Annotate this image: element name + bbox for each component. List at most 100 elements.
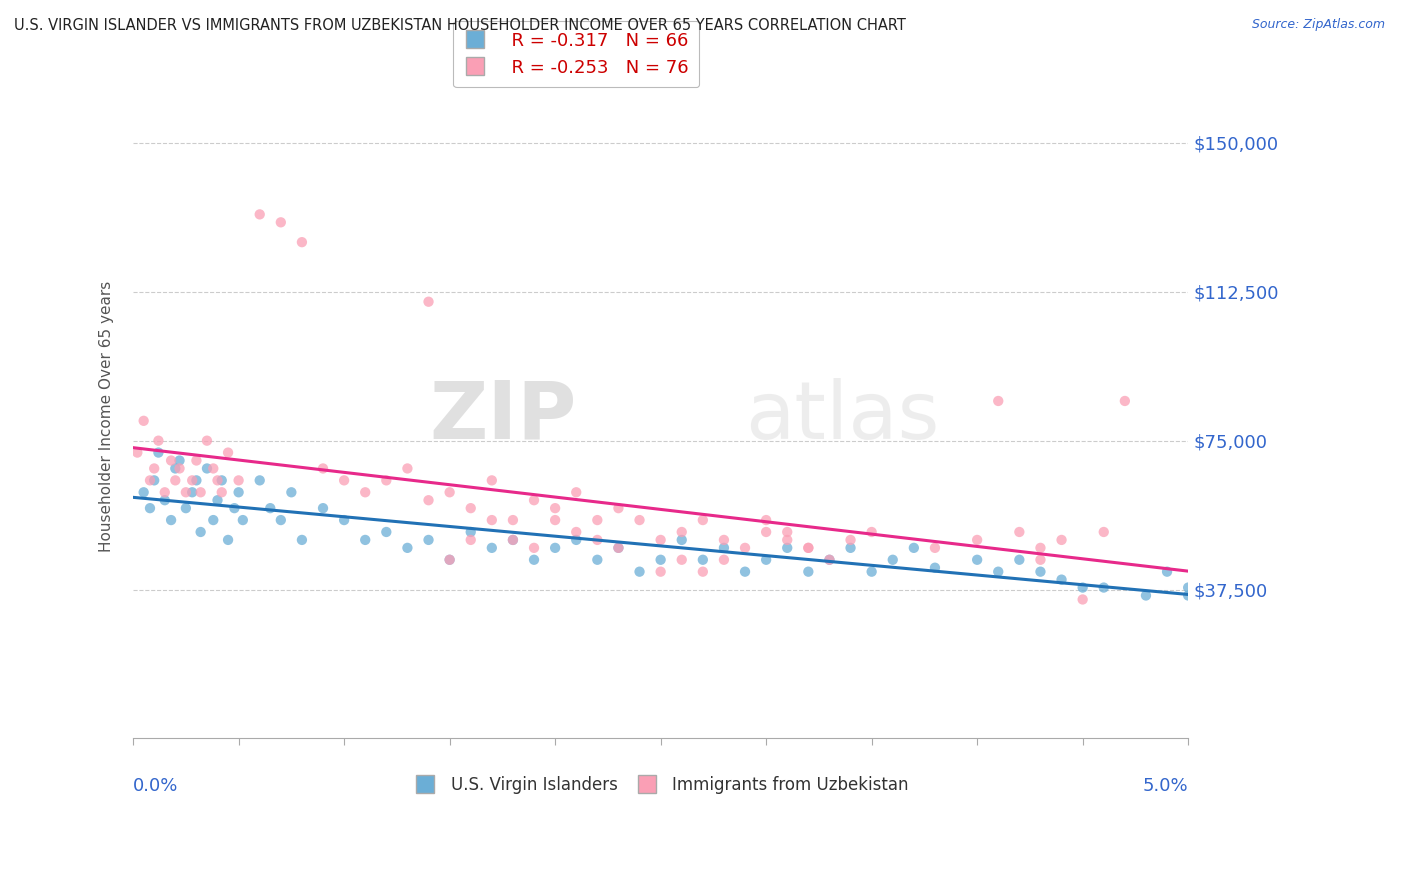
Point xyxy=(460,524,482,539)
Text: U.S. VIRGIN ISLANDER VS IMMIGRANTS FROM UZBEKISTAN HOUSEHOLDER INCOME OVER 65 YE: U.S. VIRGIN ISLANDER VS IMMIGRANTS FROM … xyxy=(14,18,905,33)
Point xyxy=(987,565,1010,579)
Point xyxy=(217,533,239,547)
Point xyxy=(692,513,714,527)
Text: Source: ZipAtlas.com: Source: ZipAtlas.com xyxy=(1251,18,1385,31)
Point xyxy=(418,533,440,547)
Point xyxy=(692,553,714,567)
Point xyxy=(207,493,229,508)
Point xyxy=(439,553,461,567)
Point xyxy=(1029,541,1052,555)
Point xyxy=(1050,573,1073,587)
Text: 0.0%: 0.0% xyxy=(134,777,179,795)
Point xyxy=(523,553,546,567)
Point xyxy=(776,541,799,555)
Point xyxy=(312,461,335,475)
Point xyxy=(692,565,714,579)
Point xyxy=(1050,533,1073,547)
Point xyxy=(143,474,166,488)
Point xyxy=(207,474,229,488)
Text: ZIP: ZIP xyxy=(429,378,576,456)
Point xyxy=(217,445,239,459)
Point xyxy=(544,513,567,527)
Point xyxy=(1008,553,1031,567)
Point xyxy=(224,501,246,516)
Point xyxy=(270,513,292,527)
Y-axis label: Householder Income Over 65 years: Householder Income Over 65 years xyxy=(100,281,114,552)
Point xyxy=(882,553,904,567)
Point xyxy=(924,560,946,574)
Point xyxy=(1008,524,1031,539)
Point xyxy=(195,461,218,475)
Point xyxy=(966,533,988,547)
Point xyxy=(481,541,503,555)
Point xyxy=(354,485,377,500)
Point xyxy=(797,541,820,555)
Point xyxy=(607,501,630,516)
Point xyxy=(502,533,524,547)
Point xyxy=(1029,553,1052,567)
Point xyxy=(713,533,735,547)
Point xyxy=(439,553,461,567)
Point xyxy=(127,445,149,459)
Point xyxy=(502,513,524,527)
Point xyxy=(797,541,820,555)
Point xyxy=(160,453,183,467)
Point xyxy=(502,533,524,547)
Point xyxy=(755,513,778,527)
Point xyxy=(755,553,778,567)
Point xyxy=(586,553,609,567)
Point xyxy=(186,453,208,467)
Point xyxy=(174,485,197,500)
Point xyxy=(776,533,799,547)
Point xyxy=(259,501,281,516)
Point xyxy=(202,461,225,475)
Point xyxy=(418,294,440,309)
Point xyxy=(181,474,204,488)
Point xyxy=(1092,524,1115,539)
Point xyxy=(671,524,693,539)
Point xyxy=(797,565,820,579)
Point xyxy=(270,215,292,229)
Point xyxy=(249,474,271,488)
Text: 5.0%: 5.0% xyxy=(1143,777,1188,795)
Point xyxy=(211,474,233,488)
Point xyxy=(460,501,482,516)
Text: atlas: atlas xyxy=(745,378,939,456)
Point xyxy=(375,524,398,539)
Point xyxy=(211,485,233,500)
Point xyxy=(153,493,176,508)
Point xyxy=(586,513,609,527)
Point xyxy=(1092,581,1115,595)
Point xyxy=(174,501,197,516)
Point xyxy=(169,461,191,475)
Point xyxy=(1114,394,1136,409)
Point xyxy=(291,533,314,547)
Point xyxy=(734,565,756,579)
Point xyxy=(190,524,212,539)
Point xyxy=(1177,581,1199,595)
Point xyxy=(375,474,398,488)
Point xyxy=(195,434,218,448)
Point xyxy=(143,461,166,475)
Point xyxy=(839,541,862,555)
Point xyxy=(396,541,419,555)
Point xyxy=(966,553,988,567)
Point xyxy=(650,533,672,547)
Point xyxy=(839,533,862,547)
Point xyxy=(987,394,1010,409)
Point xyxy=(565,485,588,500)
Point xyxy=(607,541,630,555)
Point xyxy=(1071,592,1094,607)
Point xyxy=(333,474,356,488)
Point xyxy=(291,235,314,249)
Point xyxy=(628,565,651,579)
Point xyxy=(139,501,162,516)
Legend: U.S. Virgin Islanders, Immigrants from Uzbekistan: U.S. Virgin Islanders, Immigrants from U… xyxy=(405,770,915,801)
Point xyxy=(1177,589,1199,603)
Point xyxy=(565,524,588,539)
Point xyxy=(924,541,946,555)
Point xyxy=(312,501,335,516)
Point xyxy=(165,474,187,488)
Point xyxy=(565,533,588,547)
Point xyxy=(650,565,672,579)
